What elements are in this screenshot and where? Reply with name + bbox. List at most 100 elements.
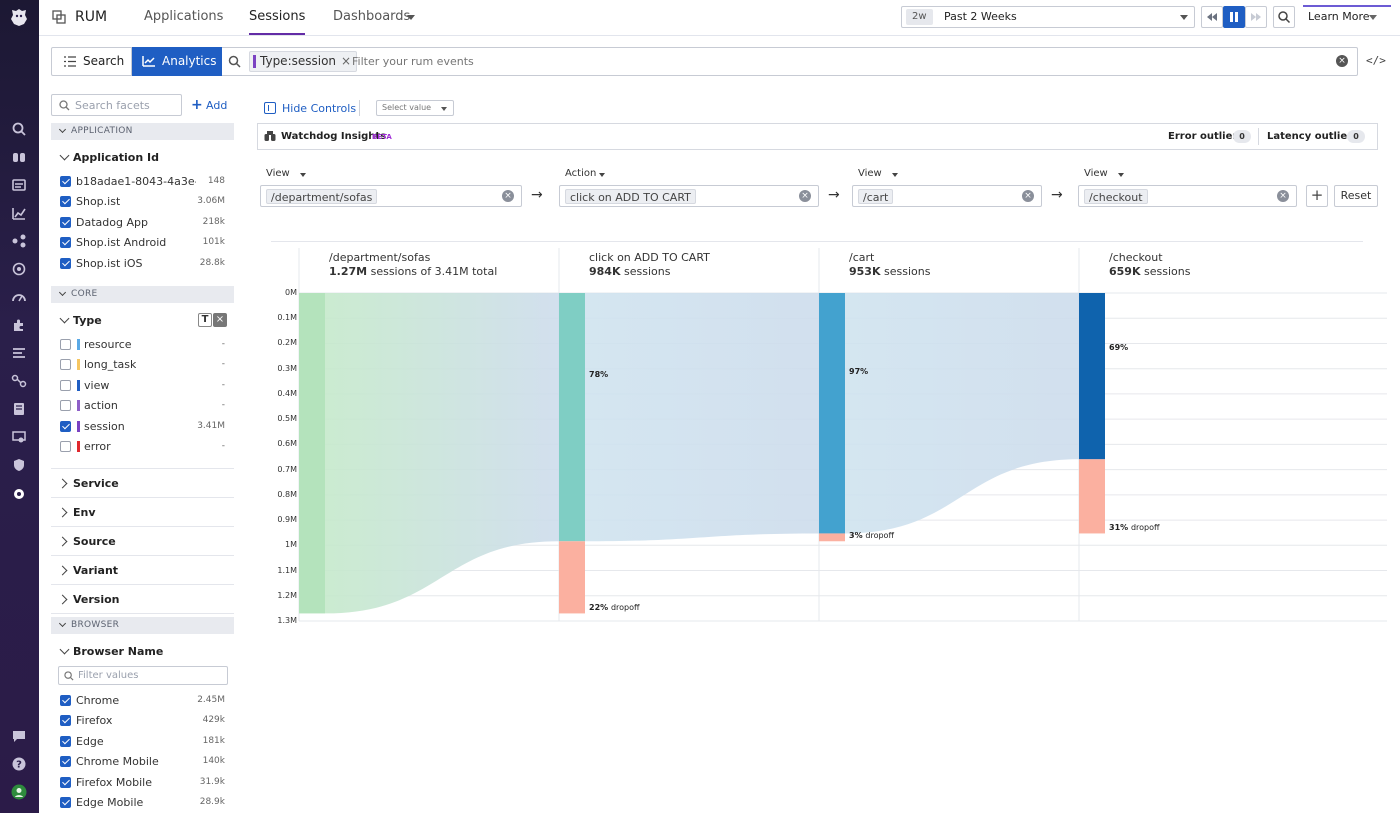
type-item-checkbox[interactable] xyxy=(60,359,71,371)
hide-controls-button[interactable]: Hide Controls xyxy=(282,102,357,115)
step-kind-dropdown[interactable]: View xyxy=(266,168,290,179)
integrations-icon[interactable] xyxy=(11,233,27,249)
browser-item-label[interactable]: Firefox xyxy=(76,714,113,728)
step-clear-icon[interactable]: × xyxy=(1022,190,1034,202)
step-kind-chevron-icon[interactable] xyxy=(599,173,605,177)
facet-source-title[interactable]: Source xyxy=(73,535,116,548)
facet-type-title[interactable]: Type xyxy=(73,314,102,327)
reset-button[interactable]: Reset xyxy=(1334,185,1378,207)
step-kind-dropdown[interactable]: View xyxy=(858,168,882,179)
search-icon[interactable] xyxy=(11,121,27,137)
notebooks-icon[interactable] xyxy=(11,401,27,417)
step-kind-chevron-icon[interactable] xyxy=(1118,173,1124,177)
type-item-checkbox[interactable] xyxy=(60,441,71,452)
security-icon[interactable] xyxy=(11,457,27,473)
type-item-label[interactable]: action xyxy=(84,399,118,413)
step-kind-chevron-icon[interactable] xyxy=(892,173,898,177)
tab-sessions[interactable]: Sessions xyxy=(249,0,306,35)
browser-item-label[interactable]: Chrome xyxy=(76,694,120,707)
type-item-label[interactable]: resource xyxy=(84,338,132,351)
browser-item-checkbox[interactable] xyxy=(60,695,71,706)
rum-icon[interactable] xyxy=(11,486,27,502)
add-facet-button[interactable]: Add xyxy=(206,99,228,112)
user-avatar-icon[interactable] xyxy=(11,784,27,800)
chat-icon[interactable] xyxy=(11,728,27,744)
dashboards-chevron-icon[interactable] xyxy=(407,15,415,20)
section-core[interactable]: CORE xyxy=(51,286,234,303)
datadog-logo-icon[interactable] xyxy=(8,6,30,28)
application-id-item-checkbox[interactable] xyxy=(60,237,71,249)
funnel-bar[interactable] xyxy=(299,293,325,614)
network-icon[interactable] xyxy=(11,373,27,389)
browser-item-label[interactable]: Edge Mobile xyxy=(76,796,144,809)
funnel-bar[interactable] xyxy=(1079,293,1105,460)
browser-filter-input[interactable]: Filter values xyxy=(58,666,228,685)
synthetics-icon[interactable] xyxy=(11,429,27,445)
puzzle-icon[interactable] xyxy=(11,317,27,333)
browser-item-label[interactable]: Chrome Mobile xyxy=(76,755,159,769)
type-item-checkbox[interactable] xyxy=(60,400,71,412)
dropoff-bar[interactable] xyxy=(559,541,585,614)
search-mode-button[interactable]: Search xyxy=(52,48,132,75)
step-value-input[interactable]: /cart × xyxy=(852,185,1042,207)
application-id-item-label[interactable]: Shop.ist xyxy=(76,195,121,209)
monitors-icon[interactable] xyxy=(11,261,27,277)
tab-dashboards[interactable]: Dashboards xyxy=(333,9,411,24)
facet-version-title[interactable]: Version xyxy=(73,593,120,606)
query-tag[interactable]: Type:session × xyxy=(249,51,358,72)
application-id-item-label[interactable]: b18adae1-8043-4a3e-a... xyxy=(76,175,196,188)
learn-more-button[interactable]: Learn More xyxy=(1308,10,1370,23)
logs-icon[interactable] xyxy=(11,345,27,361)
step-kind-dropdown[interactable]: View xyxy=(1084,168,1108,179)
type-item-checkbox[interactable] xyxy=(60,420,71,432)
step-kind-dropdown[interactable]: Action xyxy=(565,168,597,179)
help-icon[interactable]: ? xyxy=(11,756,27,772)
clear-query-icon[interactable]: × xyxy=(1336,55,1348,67)
analytics-mode-button[interactable]: Analytics xyxy=(132,47,222,76)
browser-item-label[interactable]: Edge xyxy=(76,734,104,748)
select-value-dropdown[interactable]: Select value xyxy=(376,100,454,116)
step-clear-icon[interactable]: × xyxy=(502,190,514,202)
step-clear-icon[interactable]: × xyxy=(1277,190,1289,202)
funnel-bar[interactable] xyxy=(819,293,845,534)
application-id-item-label[interactable]: Datadog App xyxy=(76,215,148,229)
application-id-item-label[interactable]: Shop.ist iOS xyxy=(76,256,143,270)
metrics-icon[interactable] xyxy=(11,205,27,221)
error-outliers-label[interactable]: Error outliers xyxy=(1168,131,1244,142)
application-id-item-checkbox[interactable] xyxy=(60,176,71,187)
code-view-icon[interactable]: </> xyxy=(1366,54,1386,67)
step-value-input[interactable]: click on ADD TO CART × xyxy=(559,185,819,207)
dropoff-bar[interactable] xyxy=(1079,459,1105,534)
rewind-button[interactable] xyxy=(1201,6,1223,28)
browser-item-checkbox[interactable] xyxy=(60,715,71,727)
facet-search-input[interactable]: Search facets xyxy=(51,94,182,116)
application-id-item-label[interactable]: Shop.ist Android xyxy=(76,236,167,250)
step-clear-icon[interactable]: × xyxy=(799,190,811,202)
hide-controls-icon[interactable] xyxy=(264,102,276,114)
binoculars-icon[interactable] xyxy=(11,149,27,165)
step-value-input[interactable]: /department/sofas × xyxy=(260,185,522,207)
step-value-input[interactable]: /checkout × xyxy=(1078,185,1297,207)
type-item-label[interactable]: session xyxy=(84,419,125,433)
browser-item-label[interactable]: Firefox Mobile xyxy=(76,775,152,789)
facet-variant-title[interactable]: Variant xyxy=(73,564,119,577)
facet-application-id-title[interactable]: Application Id xyxy=(73,151,159,164)
pause-button[interactable] xyxy=(1223,6,1245,28)
dashboards-icon[interactable] xyxy=(11,177,27,193)
zoom-button[interactable] xyxy=(1273,6,1295,28)
query-tag-remove-icon[interactable]: × xyxy=(340,54,352,68)
type-item-checkbox[interactable] xyxy=(60,379,71,391)
step-kind-chevron-icon[interactable] xyxy=(300,173,306,177)
apm-icon[interactable] xyxy=(11,289,27,305)
application-id-item-checkbox[interactable] xyxy=(60,216,71,228)
learn-more-chevron-icon[interactable] xyxy=(1369,15,1377,20)
facet-env-title[interactable]: Env xyxy=(73,506,96,519)
browser-item-checkbox[interactable] xyxy=(60,756,71,768)
application-id-item-checkbox[interactable] xyxy=(60,257,71,269)
tab-applications[interactable]: Applications xyxy=(144,9,224,24)
latency-outliers-label[interactable]: Latency outliers xyxy=(1267,131,1359,142)
type-item-label[interactable]: view xyxy=(84,378,110,392)
type-item-label[interactable]: error xyxy=(84,440,111,453)
section-browser[interactable]: BROWSER xyxy=(51,617,234,634)
type-filter-icon[interactable]: T xyxy=(198,313,212,327)
